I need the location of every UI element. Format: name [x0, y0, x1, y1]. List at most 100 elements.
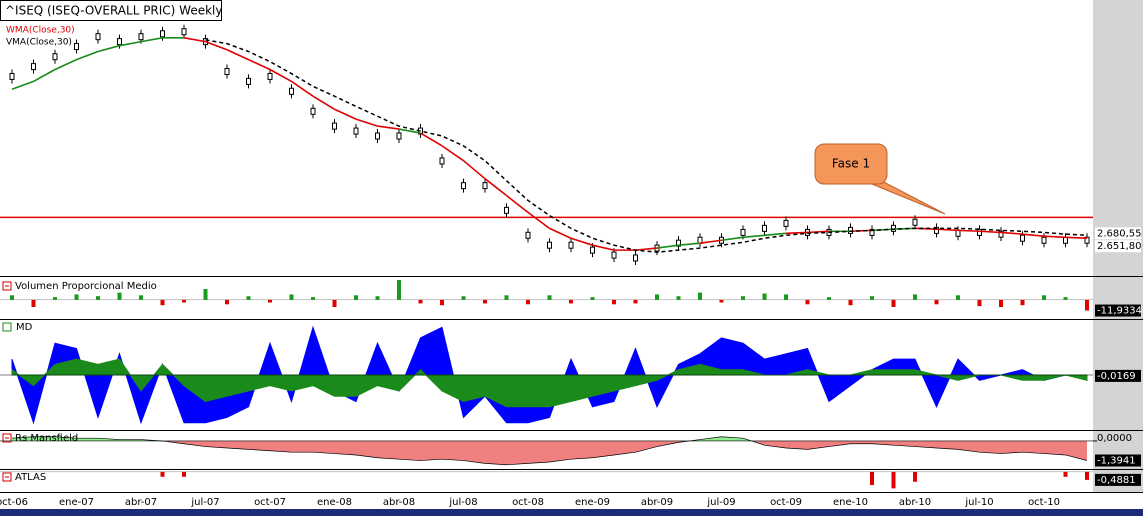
- x-tick-label: abr-08: [383, 497, 415, 508]
- bar: [827, 297, 831, 300]
- area-positive: [12, 436, 1087, 441]
- bar: [913, 294, 917, 300]
- panel-title: ATLAS: [15, 472, 46, 483]
- callout: Fase 1: [814, 143, 946, 215]
- wma-line: [570, 237, 593, 246]
- x-tick-label: ene-07: [59, 497, 94, 508]
- wma-line: [226, 49, 249, 61]
- bar: [504, 295, 509, 300]
- x-tick-label: jul-09: [706, 497, 735, 508]
- price-candle: [1041, 236, 1047, 244]
- bar: [1085, 299, 1089, 311]
- wma-line: [742, 234, 765, 239]
- last-value-box: [1095, 369, 1141, 382]
- bar: [547, 295, 552, 300]
- bar: [268, 299, 272, 303]
- bar: [53, 297, 57, 300]
- bar: [633, 299, 638, 304]
- bar: [698, 292, 702, 300]
- price-candle: [95, 33, 101, 41]
- bar: [762, 293, 767, 300]
- price-candle: [461, 182, 466, 190]
- wma-line: [850, 229, 873, 233]
- bar: [418, 299, 423, 304]
- chart-title: ^ISEQ (ISEQ-OVERALL PRIC) Weekly: [5, 4, 223, 18]
- bar: [870, 296, 874, 300]
- bar: [913, 471, 917, 482]
- price-candle: [547, 241, 552, 249]
- price-candle: [9, 72, 15, 80]
- price-candle: [977, 228, 982, 236]
- price-candle: [310, 107, 316, 115]
- panel-title: Rs Mansfield: [15, 433, 78, 444]
- wma-line: [721, 236, 744, 242]
- price-candle: [181, 28, 187, 36]
- price-candle: [912, 218, 918, 226]
- last-value-label: -0,0169: [1097, 371, 1136, 382]
- last-value-label: -11,9334: [1097, 306, 1142, 317]
- wma-line: [462, 160, 486, 180]
- bar: [655, 294, 659, 300]
- callout-box: [814, 143, 888, 185]
- last-value-box: [1095, 454, 1141, 467]
- price-candle: [1084, 236, 1090, 244]
- bar: [870, 471, 874, 486]
- price-candle: [74, 43, 79, 51]
- x-tick-label: oct-07: [254, 497, 286, 508]
- wma-line: [506, 194, 529, 214]
- wma-line: [420, 132, 443, 147]
- last-value-box: [1095, 304, 1141, 317]
- price-candle: [224, 68, 230, 76]
- bottom-bar: [0, 509, 1143, 516]
- bar: [375, 296, 380, 300]
- wma-line: [398, 128, 421, 134]
- price-candle: [332, 122, 337, 130]
- legend-entry: MF: [16, 333, 31, 344]
- x-tick-label: oct-09: [770, 497, 802, 508]
- bar: [139, 295, 143, 300]
- price-candle: [138, 33, 144, 41]
- bar: [74, 294, 79, 300]
- bar: [440, 299, 444, 306]
- x-tick-label: jul-10: [964, 497, 993, 508]
- area: [11, 358, 1088, 408]
- wma-line: [785, 231, 808, 235]
- price-candle: [396, 132, 402, 140]
- bar: [160, 471, 165, 477]
- bar: [934, 299, 939, 305]
- plot: oct-06 ene-07 abr-07 jul-07 oct-07 ene-08 abr-…: [0, 24, 1142, 508]
- price-candle: [267, 72, 273, 80]
- bar: [182, 299, 186, 303]
- wma-line: [592, 244, 615, 251]
- wma-line: [1022, 233, 1045, 237]
- panel-toggle: [2, 322, 12, 332]
- wma-line: [76, 50, 99, 61]
- price-candle: [117, 38, 122, 46]
- bar: [784, 294, 788, 300]
- wma-line: [764, 232, 787, 237]
- price-candle: [934, 226, 939, 234]
- wma-line: [119, 40, 142, 47]
- wma-line: [893, 227, 916, 231]
- last-value-label: 2.680,55: [1097, 228, 1142, 239]
- wma-line: [936, 228, 959, 232]
- bar: [1063, 471, 1068, 477]
- last-value-label: -0,4881: [1097, 475, 1136, 486]
- bar: [483, 299, 487, 304]
- bar: [741, 296, 745, 300]
- bar: [1063, 297, 1068, 300]
- price-candle: [160, 30, 165, 38]
- x-tick-label: ene-10: [833, 497, 868, 508]
- wma-line: [54, 58, 77, 71]
- x-tick-label: ene-08: [317, 497, 352, 508]
- bar: [182, 471, 186, 477]
- price-candle: [891, 224, 896, 232]
- last-value-label: 2.651,80: [1097, 241, 1142, 252]
- y-tick-label: 0,0000: [1097, 433, 1132, 444]
- bar: [891, 471, 896, 489]
- price-candle: [246, 77, 251, 85]
- wma-line: [871, 228, 894, 232]
- price-candle: [998, 230, 1004, 238]
- bar: [1042, 295, 1046, 300]
